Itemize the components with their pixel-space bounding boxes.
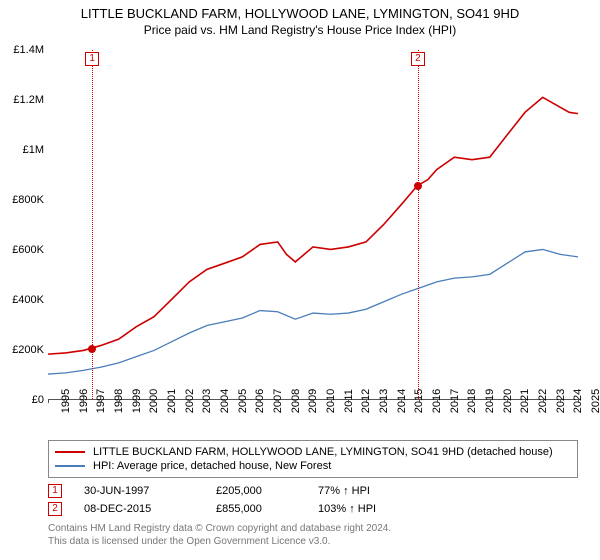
footer-line-2: This data is licensed under the Open Gov… [48, 536, 330, 547]
sale-marker-box: 2 [411, 52, 425, 66]
y-tick-label: £1.4M [13, 44, 44, 56]
sales-row-2: 2 08-DEC-2015 £855,000 103% ↑ HPI [48, 500, 578, 518]
legend: LITTLE BUCKLAND FARM, HOLLYWOOD LANE, LY… [48, 440, 578, 478]
y-tick-label: £400K [12, 294, 44, 306]
chart-container: { "title": "LITTLE BUCKLAND FARM, HOLLYW… [0, 0, 600, 560]
sale-marker-dot [88, 345, 96, 353]
footer: Contains HM Land Registry data © Crown c… [48, 522, 578, 548]
chart-title: LITTLE BUCKLAND FARM, HOLLYWOOD LANE, LY… [0, 0, 600, 21]
legend-swatch-hpi [55, 465, 85, 467]
x-tick-label: 2025 [578, 389, 600, 413]
chart-subtitle: Price paid vs. HM Land Registry's House … [0, 21, 600, 41]
legend-label-property: LITTLE BUCKLAND FARM, HOLLYWOOD LANE, LY… [93, 446, 553, 458]
footer-line-1: Contains HM Land Registry data © Crown c… [48, 523, 391, 534]
sale-marker-dot [414, 182, 422, 190]
sales-row-1: 1 30-JUN-1997 £205,000 77% ↑ HPI [48, 482, 578, 500]
sale-marker-1-icon: 1 [48, 484, 62, 498]
y-tick-label: £600K [12, 244, 44, 256]
y-tick-label: £200K [12, 344, 44, 356]
line-layer [48, 50, 578, 399]
sale-price-2: £855,000 [216, 503, 296, 515]
sale-hpi-1: 77% ↑ HPI [318, 485, 428, 497]
legend-row-hpi: HPI: Average price, detached house, New … [55, 459, 571, 473]
sale-hpi-2: 103% ↑ HPI [318, 503, 428, 515]
sale-price-1: £205,000 [216, 485, 296, 497]
legend-swatch-property [55, 451, 85, 453]
y-tick-label: £1.2M [13, 94, 44, 106]
y-tick-label: £0 [32, 394, 44, 406]
sale-marker-2-icon: 2 [48, 502, 62, 516]
y-tick-label: £800K [12, 194, 44, 206]
legend-label-hpi: HPI: Average price, detached house, New … [93, 460, 331, 472]
sale-date-2: 08-DEC-2015 [84, 503, 194, 515]
series-line-property [48, 97, 578, 354]
y-tick-label: £1M [23, 144, 44, 156]
plot-area: £0£200K£400K£600K£800K£1M£1.2M£1.4M19951… [48, 50, 578, 400]
series-line-hpi [48, 249, 578, 374]
sale-marker-box: 1 [85, 52, 99, 66]
sale-date-1: 30-JUN-1997 [84, 485, 194, 497]
sales-table: 1 30-JUN-1997 £205,000 77% ↑ HPI 2 08-DE… [48, 482, 578, 518]
legend-row-property: LITTLE BUCKLAND FARM, HOLLYWOOD LANE, LY… [55, 445, 571, 459]
sale-marker-line [418, 50, 419, 399]
